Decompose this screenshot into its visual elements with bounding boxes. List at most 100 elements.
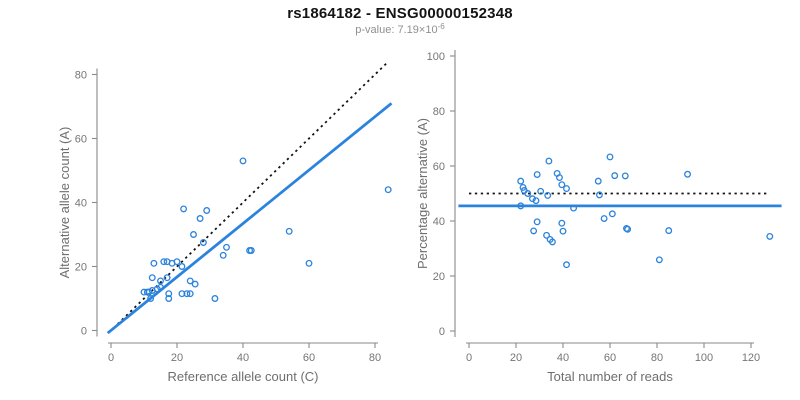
left-data-point [199,239,207,246]
right-x-tick-label: 100 [695,352,713,364]
right-data-point [530,227,538,235]
left-data-point [153,285,161,293]
left-data-point [165,290,173,298]
left-data-point [384,186,392,194]
left-data-point [239,157,247,165]
right-data-point [608,210,616,218]
figure-title: rs1864182 - ENSG00000152348 [287,5,513,22]
left-data-point [190,231,197,238]
right-data-point [624,225,632,233]
right-x-tick-label: 20 [510,352,522,364]
left-y-tick-label: 60 [75,134,87,146]
right-data-point [570,204,578,212]
right-y-tick-label: 0 [439,326,445,338]
left-y-tick-label: 20 [75,262,87,274]
right-y-tick-label: 20 [433,271,445,283]
left-y-axis-title: Alternative allele count (A) [57,127,72,279]
left-data-point [157,277,164,285]
left-data-point [285,227,293,235]
left-y-tick-label: 80 [75,70,87,82]
right-data-point [606,153,614,161]
right-data-point [600,215,608,222]
right-data-point [655,256,663,264]
right-x-tick-label: 60 [604,352,616,364]
right-data-point [665,227,673,235]
right-data-point [544,191,552,199]
right-data-point [517,177,525,185]
left-data-point [211,295,219,302]
right-data-point [537,187,545,195]
figure-subtitle: p-value: 7.19×10-6 [0,22,800,36]
left-x-axis-title: Reference allele count (C) [167,369,318,384]
right-y-tick-label: 80 [433,106,445,118]
right-data-point [548,238,556,246]
left-y-tick-label: 0 [81,326,87,338]
right-data-point [563,261,570,269]
right-y-tick-label: 60 [433,161,445,173]
left-data-point [223,243,230,251]
left-data-point [148,274,156,282]
left-data-point [140,288,148,296]
right-y-tick-label: 100 [427,51,445,63]
right-data-point [556,174,563,181]
left-identity-line [116,61,389,325]
pvalue-label: p-value: [355,24,398,36]
left-data-point [178,290,186,298]
left-data-point [219,251,227,259]
right-data-point [595,191,603,199]
right-data-point [684,170,691,178]
right-data-point [532,197,540,205]
right-x-axis-title: Total number of reads [547,369,673,384]
right-data-point [529,195,536,203]
right-data-point [517,202,525,210]
right-x-tick-label: 80 [651,352,663,364]
left-x-tick-label: 60 [303,352,315,364]
left-x-tick-label: 20 [171,352,183,364]
left-data-point [147,295,155,302]
right-data-point [563,185,570,192]
left-data-point [150,259,158,267]
left-regression-line [106,102,393,335]
left-x-tick-label: 0 [108,352,114,364]
pvalue-multiplier: ×10 [418,24,438,36]
right-data-point [611,172,619,180]
left-data-point [173,258,181,266]
right-data-point [558,181,566,189]
right-x-tick-label: 40 [557,352,569,364]
left-x-tick-label: 80 [369,352,381,364]
right-data-point [533,171,541,178]
right-x-tick-label: 120 [742,352,760,364]
right-data-point [558,219,566,227]
left-data-point [163,274,171,282]
right-data-point [559,227,567,235]
left-data-point [183,290,191,298]
left-data-point [180,205,188,213]
pvalue-coefficient: 7.19 [397,24,419,36]
left-data-point [186,277,194,285]
right-y-axis-title: Percentage alternative (A) [415,118,430,269]
left-data-point [157,283,164,291]
left-y-tick-label: 40 [75,198,87,210]
left-data-point [145,288,153,296]
left-data-point [203,207,211,214]
left-data-point [186,290,194,298]
right-data-point [524,190,532,197]
right-data-point [621,172,629,180]
right-data-point [766,232,774,240]
left-data-point [196,215,204,222]
left-data-point [160,258,168,266]
right-data-point [533,218,541,226]
left-data-point [165,295,173,302]
left-data-point [191,280,199,288]
right-data-point [594,177,602,185]
left-data-point [305,259,313,267]
right-data-point [543,231,550,239]
left-data-point [247,247,255,254]
right-data-point [545,157,553,165]
right-x-tick-label: 0 [466,352,472,364]
pvalue-exponent: -6 [437,22,445,31]
left-x-tick-label: 40 [237,352,249,364]
left-data-point [178,263,186,270]
